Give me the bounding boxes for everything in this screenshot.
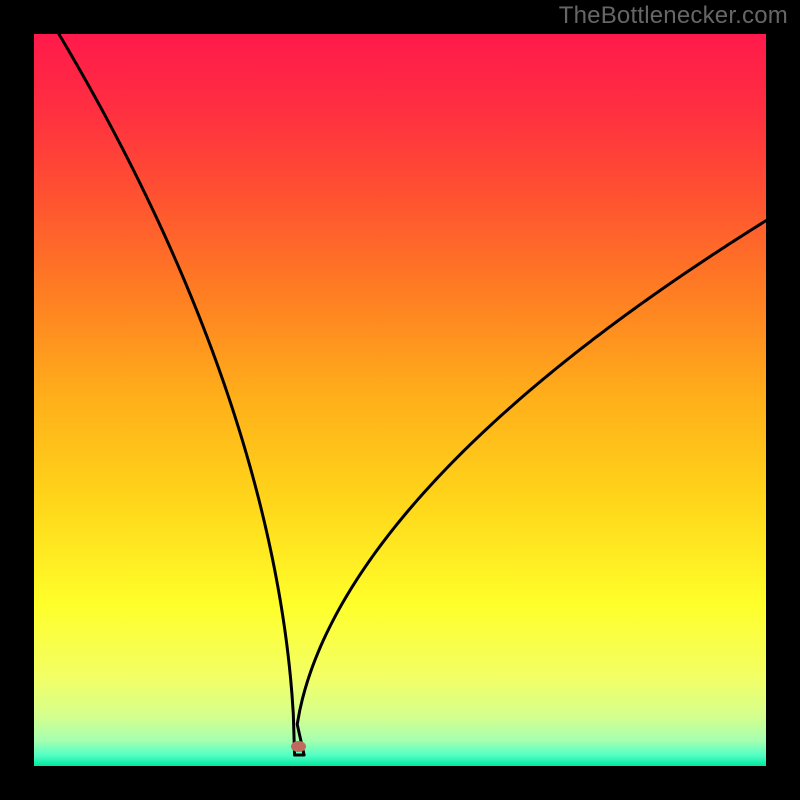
chart-root: TheBottlenecker.com	[0, 0, 800, 800]
bottleneck-curve	[34, 34, 766, 766]
watermark-text: TheBottlenecker.com	[559, 2, 788, 30]
curve-path	[59, 34, 766, 755]
plot-area	[34, 34, 766, 766]
